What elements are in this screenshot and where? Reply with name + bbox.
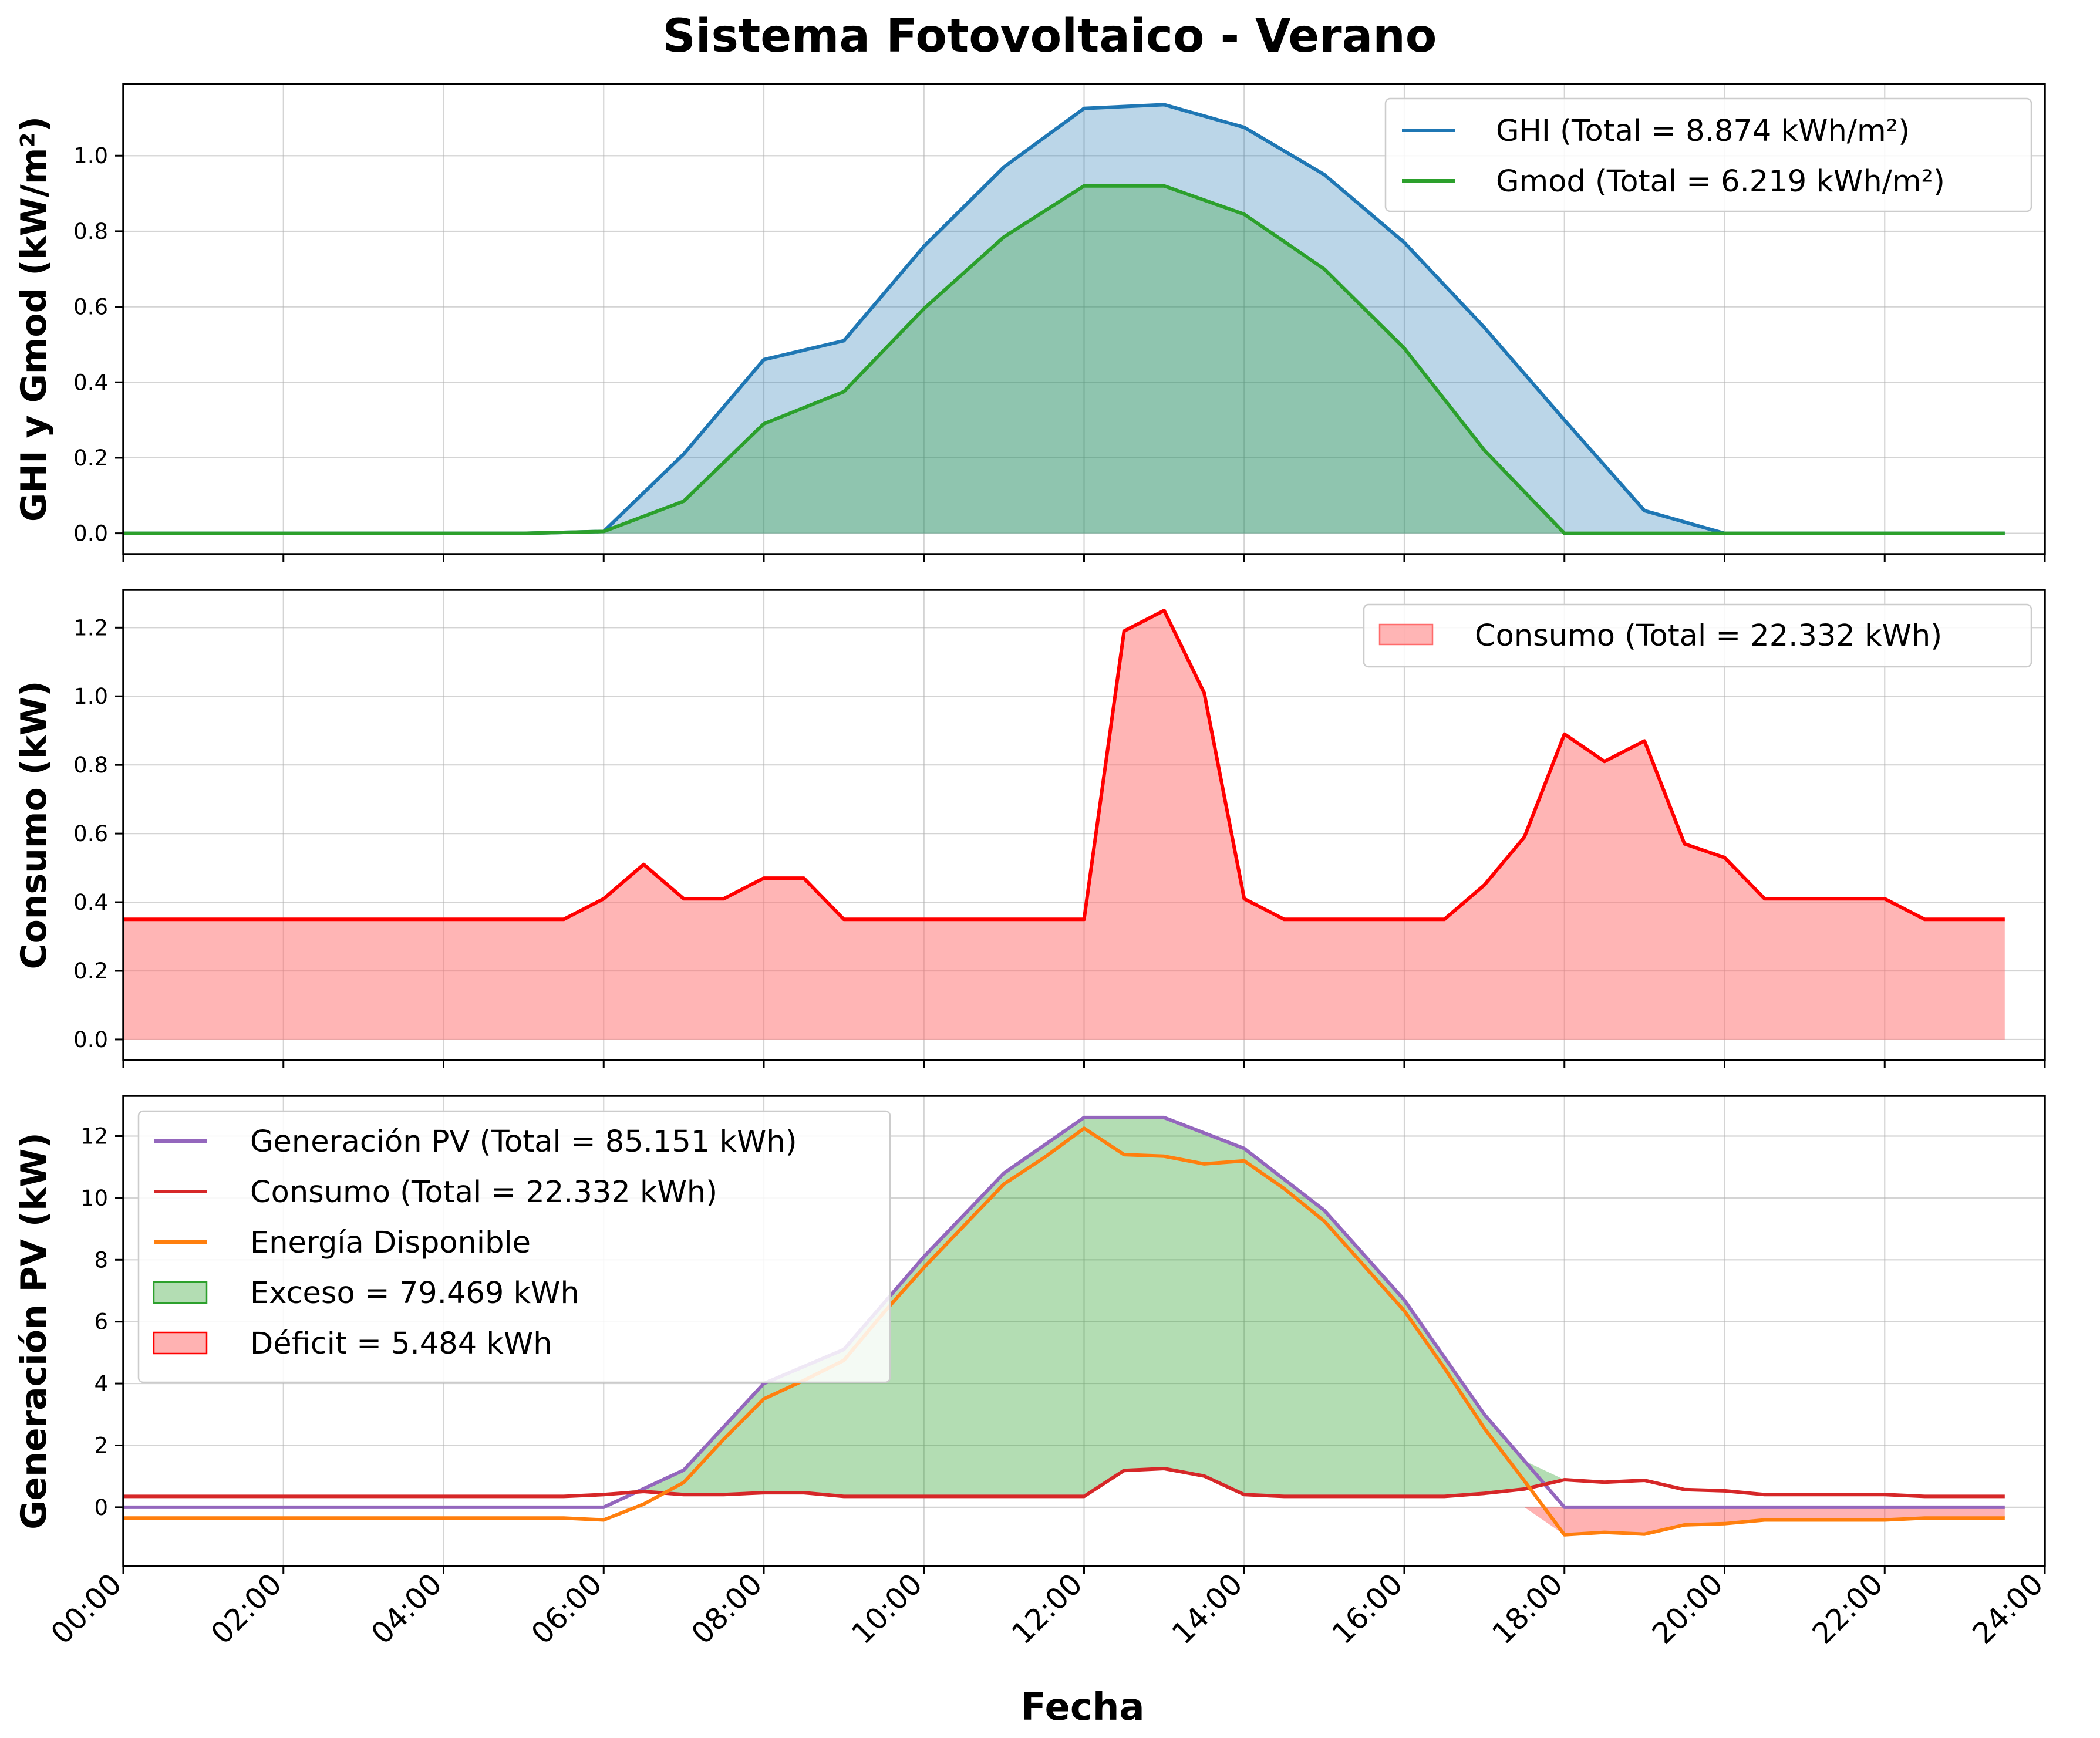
deficit-area xyxy=(1524,1507,2005,1535)
y-tick-label: 0.2 xyxy=(73,446,108,471)
legend-consumo-label: Consumo (Total = 22.332 kWh) xyxy=(250,1175,717,1210)
disponible-line xyxy=(123,1126,2005,1537)
series-lines xyxy=(123,103,2005,535)
figure-title: Sistema Fotovoltaico - Verano xyxy=(663,10,1437,63)
legend-consumo-label: Consumo (Total = 22.332 kWh) xyxy=(1475,619,1942,653)
ghi-area xyxy=(123,104,2005,534)
legend-exceso-patch xyxy=(153,1281,208,1304)
legend-ghi-label: GHI (Total = 8.874 kWh/m²) xyxy=(1496,114,1910,149)
legend: GHI (Total = 8.874 kWh/m²) Gmod (Total =… xyxy=(1384,97,2032,212)
legend-frame xyxy=(1363,603,2032,668)
legend: Generación PV (Total = 85.151 kWh) Consu… xyxy=(137,1110,891,1383)
y-tick-label: 0.0 xyxy=(73,1027,108,1052)
legend-frame xyxy=(137,1110,891,1383)
area-fills xyxy=(123,104,2005,534)
legend-disponible-label: Energía Disponible xyxy=(250,1226,531,1260)
y-tick-label: 4 xyxy=(94,1371,108,1396)
y-tick-label: 2 xyxy=(94,1433,108,1458)
y-tick-label: 8 xyxy=(94,1247,108,1273)
axes-frame xyxy=(122,83,2046,555)
y-tick-label: 0 xyxy=(94,1495,108,1520)
consumo-panel: 0.0 0.2 0.4 0.6 0.8 1.0 1.2 Consumo (kW) Consu… xyxy=(14,589,2046,1068)
legend-deficit-label: Déficit = 5.484 kWh xyxy=(250,1327,552,1361)
y-tick-label: 0.8 xyxy=(73,219,108,244)
y-tick-label: 1.0 xyxy=(73,684,108,709)
y-tick-label: 0.6 xyxy=(73,821,108,846)
x-ticks xyxy=(122,1566,2046,1574)
y-axis-label: GHI y Gmod (kW/m²) xyxy=(14,116,55,522)
legend-pv-label: Generación PV (Total = 85.151 kWh) xyxy=(250,1125,797,1159)
axes-frame xyxy=(122,589,2046,1061)
legend: Consumo (Total = 22.332 kWh) xyxy=(1363,603,2032,668)
y-tick-label: 0.4 xyxy=(73,890,108,915)
pv-line xyxy=(123,1115,2005,1509)
exceso-area xyxy=(123,1117,2005,1497)
y-tick-label: 0.6 xyxy=(73,295,108,320)
consumo-line xyxy=(123,1467,2005,1499)
legend-exceso-label: Exceso = 79.469 kWh xyxy=(250,1276,579,1311)
x-ticks xyxy=(122,554,2046,562)
gmod-area xyxy=(123,185,2005,534)
y-tick-label: 10 xyxy=(80,1186,108,1211)
y-ticks: 0.0 0.2 0.4 0.6 0.8 1.0 1.2 xyxy=(73,615,123,1052)
ghi-gmod-panel: 0.0 0.2 0.4 0.6 0.8 1.0 GHI y Gmod (kW/m²) GH… xyxy=(14,83,2046,562)
legend-deficit-patch xyxy=(153,1331,208,1355)
legend-consumo-patch xyxy=(1378,623,1434,646)
consumo-line xyxy=(123,609,2005,922)
y-tick-label: 1.2 xyxy=(73,615,108,640)
y-tick-label: 0.4 xyxy=(73,370,108,395)
axes-frame xyxy=(122,1095,2046,1567)
legend-frame xyxy=(1384,97,2032,212)
y-tick-label: 0.0 xyxy=(73,521,108,546)
y-axis-label: Generación PV (kW) xyxy=(14,1132,55,1530)
y-tick-label: 0.8 xyxy=(73,752,108,778)
y-tick-label: 12 xyxy=(80,1124,108,1149)
legend-gmod-label: Gmod (Total = 6.219 kWh/m²) xyxy=(1496,164,1945,199)
y-tick-label: 6 xyxy=(94,1310,108,1335)
x-ticks xyxy=(122,1060,2046,1068)
y-ticks: 0.0 0.2 0.4 0.6 0.8 1.0 xyxy=(73,143,123,546)
x-axis-label: Fecha xyxy=(1020,1686,1144,1729)
consumo-area xyxy=(123,610,2005,1040)
gmod-line xyxy=(123,184,2005,535)
y-ticks: 0 2 4 6 8 10 12 xyxy=(80,1124,123,1520)
y-axis-label: Consumo (kW) xyxy=(14,681,55,970)
y-tick-label: 1.0 xyxy=(73,143,108,168)
y-tick-label: 0.2 xyxy=(73,959,108,984)
